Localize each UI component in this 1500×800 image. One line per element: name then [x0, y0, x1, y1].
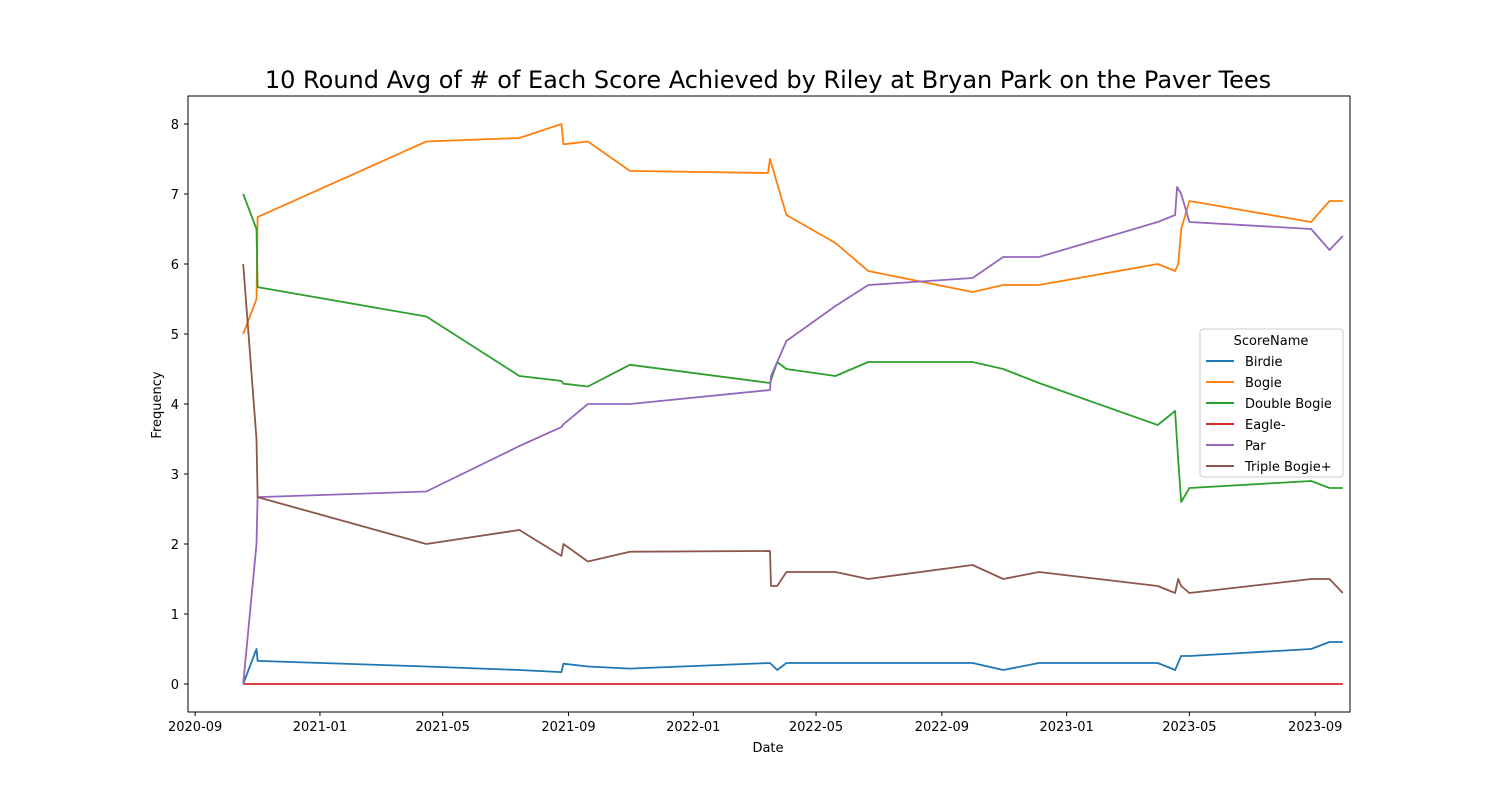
legend-label: Triple Bogie+ [1244, 460, 1332, 475]
x-axis: 2020-09 2021-01 2021-05 2021-09 2022-01 2022-… [168, 712, 1342, 735]
x-tick-label: 2022-09 [915, 720, 969, 735]
x-tick-label: 2021-09 [541, 720, 595, 735]
plot-frame [187, 95, 1351, 713]
series-line-double-bogie [242, 193, 1343, 503]
legend: ScoreName Birdie Bogie Double Bogie Eagle- P… [1199, 328, 1344, 478]
x-tick-label: 2021-05 [416, 720, 470, 735]
series-line-par [242, 186, 1344, 685]
series-lines [242, 123, 1344, 685]
y-tick-label: 4 [171, 398, 179, 413]
x-tick-label: 2022-05 [789, 720, 843, 735]
x-tick-label: 2023-09 [1288, 720, 1342, 735]
y-tick-label: 0 [171, 678, 179, 693]
y-tick-label: 1 [171, 608, 179, 623]
legend-label: Bogie [1245, 376, 1282, 391]
x-tick-label: 2023-01 [1039, 720, 1093, 735]
legend-label: Par [1245, 439, 1266, 454]
y-tick-label: 3 [171, 468, 179, 483]
x-tick-label: 2020-09 [168, 720, 222, 735]
y-tick-label: 8 [171, 118, 179, 133]
y-axis: 0 1 2 3 4 5 6 7 8 [171, 118, 188, 693]
x-axis-label: Date [752, 741, 783, 756]
legend-label: Eagle- [1245, 418, 1286, 433]
series-line-bogie [242, 123, 1343, 335]
legend-box [1199, 328, 1344, 478]
chart-title: 10 Round Avg of # of Each Score Achieved… [265, 66, 1271, 94]
legend-label: Double Bogie [1245, 397, 1332, 412]
y-tick-label: 2 [171, 538, 179, 553]
y-tick-label: 5 [171, 328, 179, 343]
x-tick-label: 2021-01 [293, 720, 347, 735]
series-line-triple-bogie [242, 263, 1344, 594]
legend-title: ScoreName [1234, 334, 1309, 349]
y-tick-label: 6 [171, 258, 179, 273]
y-axis-label: Frequency [150, 371, 165, 438]
legend-label: Birdie [1245, 355, 1283, 370]
series-line-birdie [242, 641, 1343, 685]
y-tick-label: 7 [171, 188, 179, 203]
x-tick-label: 2022-01 [666, 720, 720, 735]
x-tick-label: 2023-05 [1162, 720, 1216, 735]
